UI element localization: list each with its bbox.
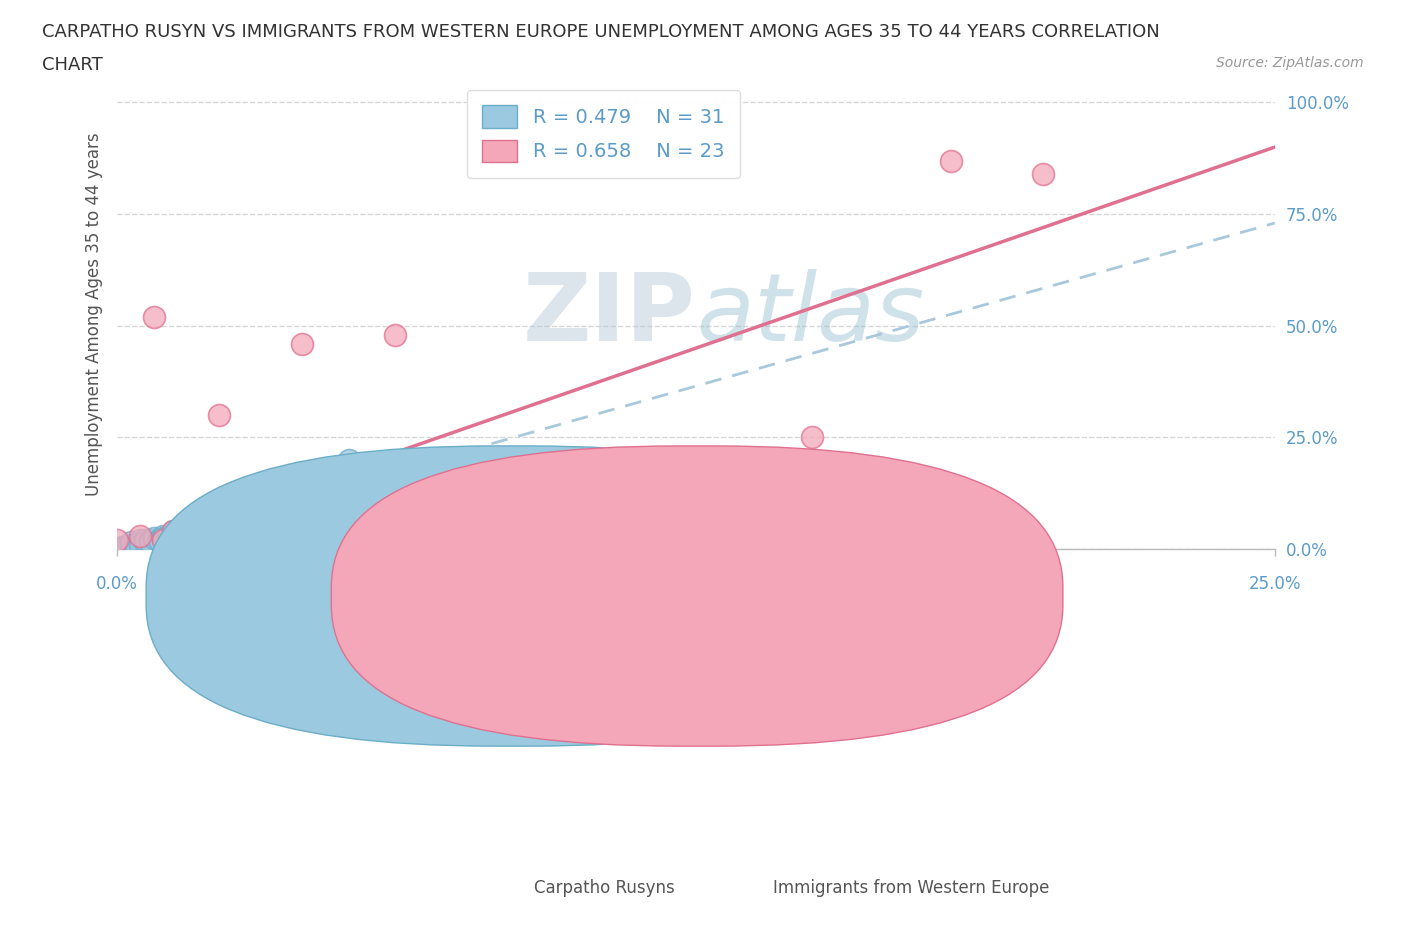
Point — [800, 430, 823, 445]
FancyBboxPatch shape — [146, 446, 877, 746]
Point — [129, 528, 152, 543]
Text: 25.0%: 25.0% — [1249, 575, 1301, 593]
Point — [176, 519, 198, 534]
Point — [129, 533, 152, 548]
Point — [430, 528, 453, 543]
Point — [269, 524, 291, 538]
Text: Immigrants from Western Europe: Immigrants from Western Europe — [773, 879, 1050, 897]
Point — [129, 538, 152, 552]
Point — [134, 533, 156, 548]
Text: CARPATHO RUSYN VS IMMIGRANTS FROM WESTERN EUROPE UNEMPLOYMENT AMONG AGES 35 TO 4: CARPATHO RUSYN VS IMMIGRANTS FROM WESTER… — [42, 23, 1160, 41]
Point — [143, 310, 166, 325]
Text: atlas: atlas — [696, 269, 924, 360]
Point — [180, 515, 202, 530]
Point — [157, 528, 180, 543]
Text: CHART: CHART — [42, 56, 103, 73]
Point — [222, 497, 245, 512]
Point — [208, 407, 231, 422]
Text: 0.0%: 0.0% — [96, 575, 138, 593]
Point — [477, 524, 499, 538]
Point — [134, 535, 156, 550]
Point — [939, 153, 962, 168]
Point — [208, 501, 231, 516]
Point — [245, 519, 267, 534]
Point — [190, 511, 212, 525]
Y-axis label: Unemployment Among Ages 35 to 44 years: Unemployment Among Ages 35 to 44 years — [86, 133, 103, 497]
Point — [662, 528, 685, 543]
Point — [105, 541, 128, 556]
Point — [198, 515, 221, 530]
Point — [152, 528, 174, 543]
Point — [269, 479, 291, 494]
Point — [120, 538, 142, 552]
Point — [176, 533, 198, 548]
Point — [337, 452, 360, 467]
Legend: R = 0.479    N = 31, R = 0.658    N = 23: R = 0.479 N = 31, R = 0.658 N = 23 — [467, 90, 740, 178]
Point — [111, 539, 134, 554]
Point — [152, 533, 174, 548]
Point — [190, 519, 212, 534]
FancyBboxPatch shape — [332, 446, 1063, 746]
Point — [105, 533, 128, 548]
Point — [166, 524, 188, 538]
Point — [1032, 166, 1054, 181]
Point — [222, 528, 245, 543]
Text: ZIP: ZIP — [523, 269, 696, 361]
Point — [291, 337, 314, 352]
Point — [337, 524, 360, 538]
Point — [162, 524, 184, 538]
Point — [138, 535, 160, 550]
Point — [162, 524, 184, 538]
Point — [198, 506, 221, 521]
Point — [569, 524, 592, 538]
Text: Source: ZipAtlas.com: Source: ZipAtlas.com — [1216, 56, 1364, 70]
Point — [170, 519, 193, 534]
Point — [384, 327, 406, 342]
Point — [291, 471, 314, 485]
Point — [148, 533, 170, 548]
Point — [152, 530, 174, 545]
Point — [245, 488, 267, 503]
Point — [115, 538, 138, 553]
Text: Carpatho Rusyns: Carpatho Rusyns — [534, 879, 675, 897]
Point — [125, 538, 148, 552]
Point — [236, 493, 259, 508]
Point — [138, 533, 160, 548]
Point — [120, 535, 142, 550]
Point — [143, 530, 166, 545]
Point — [315, 519, 337, 534]
